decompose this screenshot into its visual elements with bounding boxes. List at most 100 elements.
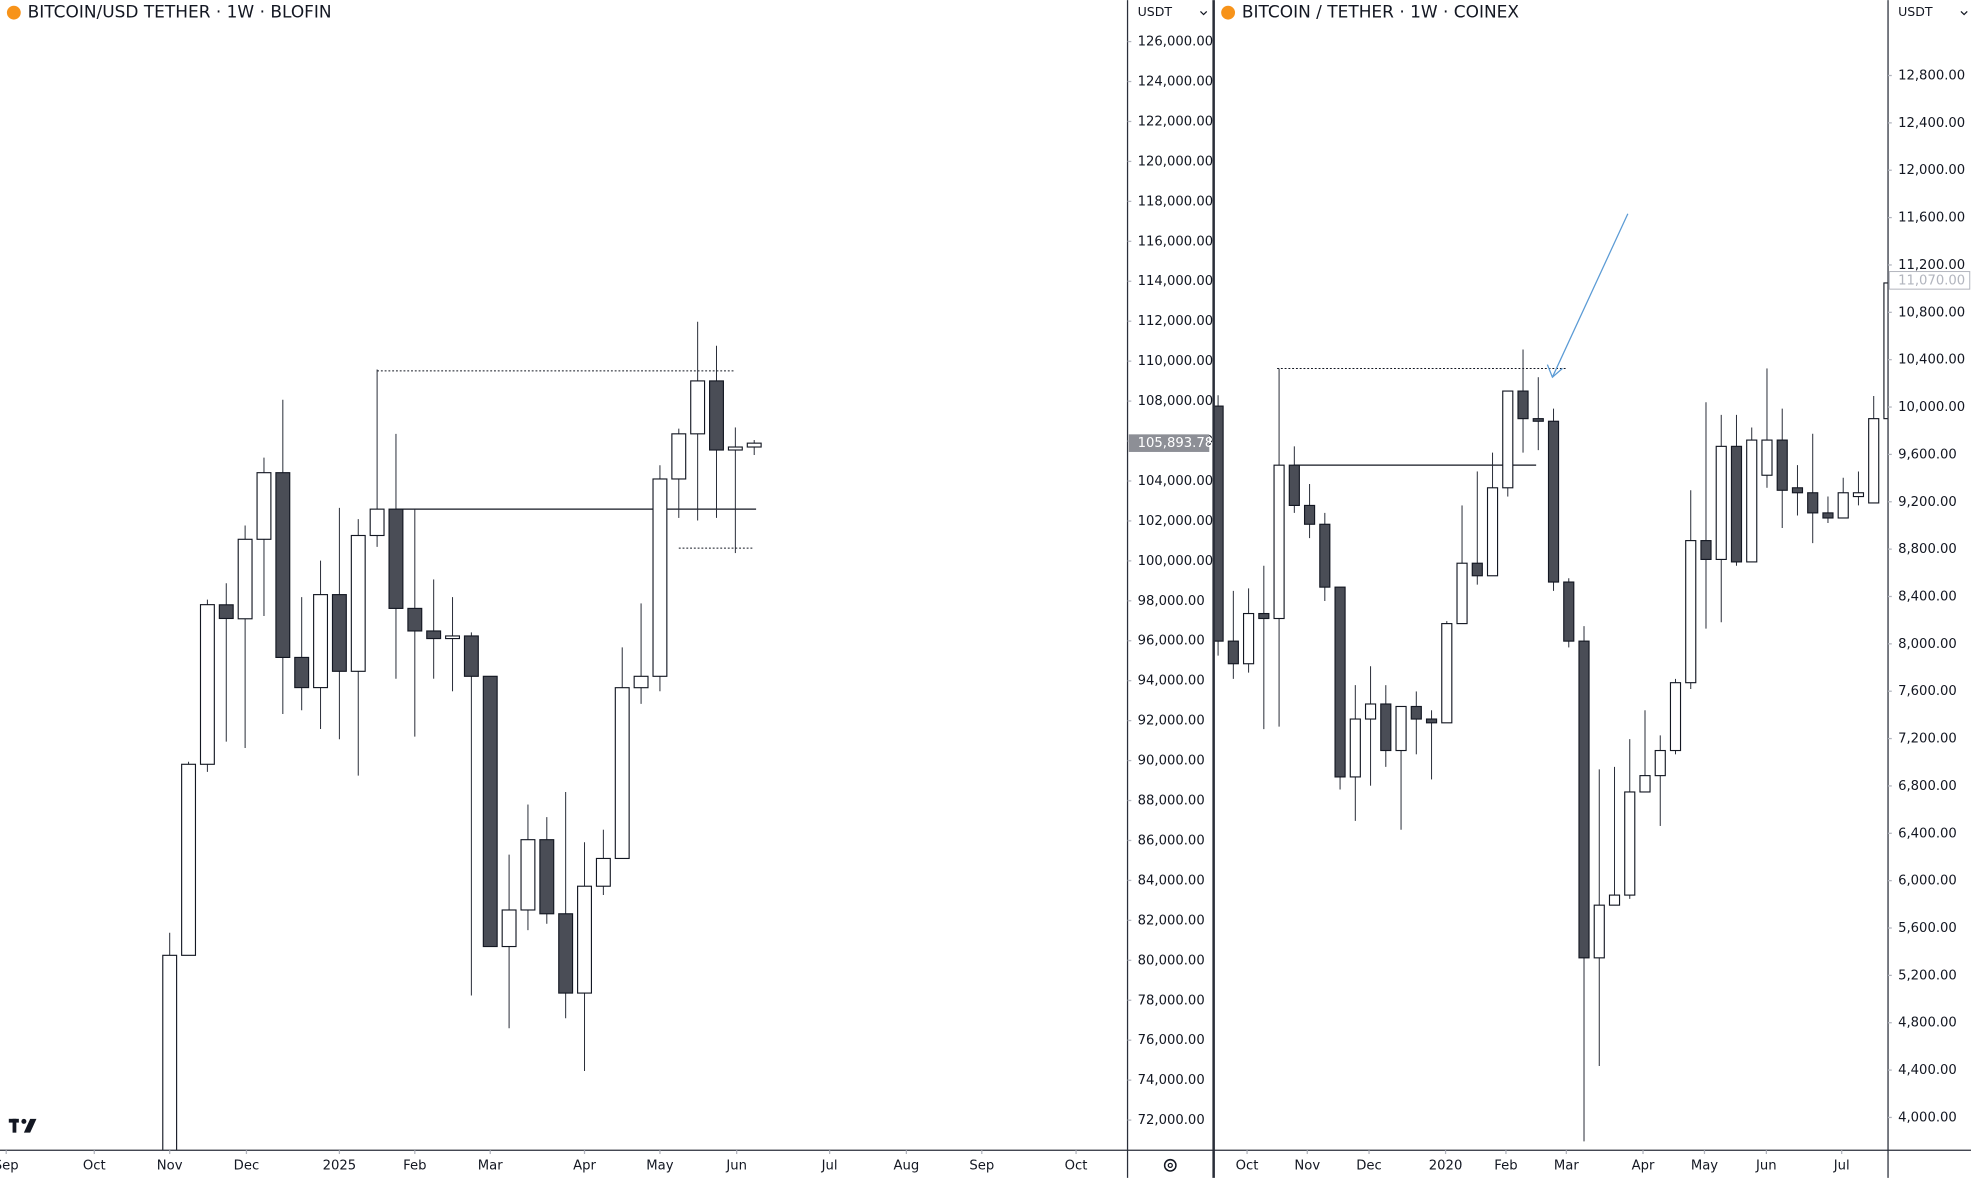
y-tick-label: 122,000.00 [1138,114,1214,129]
y-tick-label: 88,000.00 [1138,794,1205,809]
candle-body [237,538,253,620]
candle-body [1776,439,1788,491]
candle-body [313,594,329,689]
candle-body [350,534,366,672]
pane [162,321,762,1151]
last-price-label: 105,893.78 [1138,436,1214,451]
candle-body [482,675,498,948]
y-tick-label: 108,000.00 [1138,394,1214,409]
candle-body [1852,492,1865,498]
candle-body [275,472,291,658]
candle-body [1410,705,1422,720]
candle-body [539,839,555,915]
candle-body [1700,540,1712,560]
y-tick-label: 118,000.00 [1138,194,1214,209]
arrow-head [1546,364,1563,379]
x-tick-label: Mar [478,1158,503,1173]
y-tick-label: 92,000.00 [1138,714,1205,729]
y-tick-label: 82,000.00 [1138,913,1205,928]
candle-body [1471,562,1483,577]
candle-body [1669,682,1682,752]
y-tick-label: 4,400.00 [1898,1063,1957,1078]
currency-selector[interactable]: USDT [1138,4,1173,19]
y-tick-label: 5,600.00 [1898,921,1957,936]
logo [8,1118,37,1133]
currency-selector[interactable]: USDT [1898,4,1933,19]
candle-body [595,857,611,887]
x-tick-label: Apr [573,1158,596,1173]
candle-body [1746,439,1758,563]
candle-body [1273,464,1285,620]
y-tick-label: 98,000.00 [1138,594,1205,609]
chart-title: BITCOIN/USD TETHER · 1W · BLOFIN [28,2,332,22]
candle-body [1214,405,1224,642]
candle-body [671,433,687,480]
y-tick-label: 6,800.00 [1898,779,1957,794]
arrow [1551,213,1629,378]
candle-body [218,604,234,620]
y-tick-label: 7,600.00 [1898,684,1957,699]
candle-body [1303,504,1316,525]
y-tick-label: 11,200.00 [1898,258,1965,273]
candle-body [1349,718,1361,778]
candle-body [577,885,592,994]
candle-body [1380,703,1392,752]
y-tick-label: 8,400.00 [1898,589,1957,604]
dropdown-icon [1200,10,1208,16]
candle-body [1563,581,1575,642]
candle-body [520,839,536,911]
candle-body [1761,439,1773,476]
y-tick-label: 72,000.00 [1138,1113,1205,1128]
y-tick-label: 10,000.00 [1898,400,1965,415]
x-tick-label: Jul [821,1158,838,1173]
candle-body [1517,390,1529,420]
y-tick-label: 84,000.00 [1138,873,1205,888]
x-tick-label: May [646,1158,673,1173]
candle-body [463,635,479,677]
candle-body [445,635,461,640]
x-tick-label: Aug [893,1158,919,1173]
x-tick-label: Oct [1236,1158,1259,1173]
candle-body [1837,492,1849,519]
y-tick-label: 90,000.00 [1138,754,1205,769]
y-tick-label: 110,000.00 [1138,354,1214,369]
y-tick-label: 104,000.00 [1138,474,1214,489]
candle-body [426,630,442,640]
candle-body [1868,418,1880,504]
candle-body [558,913,574,994]
y-tick-label: 76,000.00 [1138,1033,1205,1048]
candle-body [633,675,649,689]
candle-body [1593,904,1605,959]
candle-body [1441,623,1453,724]
candle-body [1258,612,1270,620]
y-tick-label: 94,000.00 [1138,674,1205,689]
candle-body [1807,492,1819,514]
y-tick-label: 5,200.00 [1898,968,1957,983]
y-tick-label: 10,800.00 [1898,305,1965,320]
y-tick-label: 4,000.00 [1898,1110,1957,1125]
candle-body [369,508,385,537]
candle-body [162,954,178,1151]
settings-button[interactable] [1163,1158,1177,1172]
y-tick-label: 4,800.00 [1898,1016,1957,1031]
candle-body [1425,718,1438,724]
candle-body [1715,445,1727,560]
y-tick-label: 78,000.00 [1138,993,1205,1008]
candle-body [709,380,724,451]
last-price-box [1888,271,1971,290]
candle-body [1608,894,1621,906]
dropdown-icon [1960,10,1968,16]
candle-body [1578,640,1590,959]
x-tick-label: Mar [1554,1158,1579,1173]
candle-body [331,594,347,672]
y-tick-label: 9,200.00 [1898,495,1957,510]
candle-body [256,472,272,540]
y-tick-label: 100,000.00 [1138,554,1214,569]
y-tick-label: 124,000.00 [1138,75,1214,90]
y-tick-label: 12,000.00 [1898,163,1965,178]
candle-body [1791,487,1804,494]
chart-title: BITCOIN / TETHER · 1W · COINEX [1242,2,1519,22]
x-tick-label: Apr [1632,1158,1655,1173]
x-tick-label: Feb [403,1158,426,1173]
